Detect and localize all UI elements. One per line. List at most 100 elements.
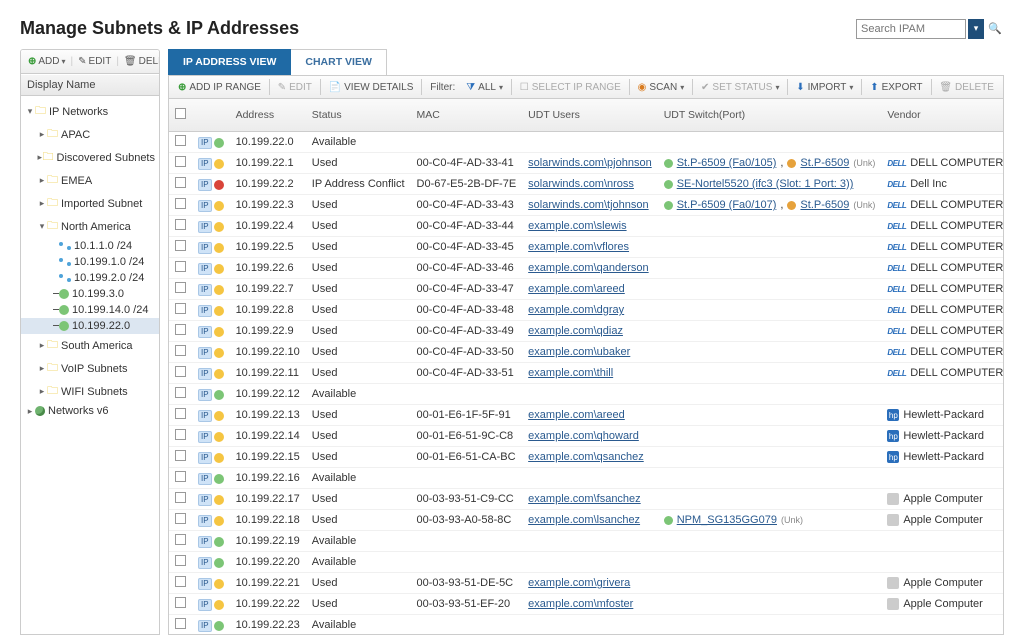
search-dropdown[interactable]: ▾ bbox=[968, 19, 984, 39]
expander-icon[interactable]: ▸ bbox=[37, 363, 47, 374]
row-checkbox[interactable] bbox=[175, 240, 186, 251]
table-row[interactable]: IP10.199.22.17Used00-03-93-51-C9-CCexamp… bbox=[169, 489, 1004, 510]
row-checkbox[interactable] bbox=[175, 492, 186, 503]
table-row[interactable]: IP10.199.22.20AvailableNever bbox=[169, 552, 1004, 573]
row-checkbox[interactable] bbox=[175, 261, 186, 272]
column-header[interactable] bbox=[169, 99, 192, 132]
column-header[interactable]: Vendor bbox=[881, 99, 1004, 132]
expander-icon[interactable]: ▾ bbox=[37, 221, 47, 232]
expander-icon[interactable]: ▸ bbox=[37, 198, 47, 209]
table-row[interactable]: IP10.199.22.16AvailableNever bbox=[169, 468, 1004, 489]
tree-item[interactable]: 10.199.3.0 bbox=[21, 286, 159, 302]
import-button[interactable]: ⬇IMPORT▾ bbox=[791, 82, 858, 93]
expander-icon[interactable]: ▸ bbox=[37, 386, 47, 397]
expander-icon[interactable]: ▸ bbox=[37, 175, 47, 186]
filter-dropdown[interactable]: ⧩ALL▾ bbox=[461, 82, 508, 93]
row-checkbox[interactable] bbox=[175, 282, 186, 293]
column-header[interactable]: UDT Users bbox=[522, 99, 658, 132]
table-row[interactable]: IP10.199.22.3Used00-C0-4F-AD-33-43solarw… bbox=[169, 195, 1004, 216]
tab-ip-address-view[interactable]: IP ADDRESS VIEW bbox=[168, 49, 291, 75]
udt-user-link[interactable]: example.com\dgray bbox=[528, 304, 624, 316]
expander-icon[interactable]: ▸ bbox=[37, 129, 47, 140]
tree-item[interactable]: ▸🗀VoIP Subnets bbox=[21, 357, 159, 380]
sidebar-delete-button[interactable]: 🗑DELET bbox=[121, 56, 160, 67]
tree-item[interactable]: ▸🗀Imported Subnet bbox=[21, 192, 159, 215]
tree-item[interactable]: 10.199.2.0 /24 bbox=[21, 270, 159, 286]
table-row[interactable]: IP10.199.22.11Used00-C0-4F-AD-33-51examp… bbox=[169, 363, 1004, 384]
udt-user-link[interactable]: solarwinds.com\tjohnson bbox=[528, 199, 648, 211]
udt-user-link[interactable]: example.com\grivera bbox=[528, 577, 630, 589]
row-checkbox[interactable] bbox=[175, 198, 186, 209]
udt-user-link[interactable]: example.com\areed bbox=[528, 283, 625, 295]
switch-link[interactable]: NPM_SG135GG079 bbox=[677, 514, 777, 526]
udt-user-link[interactable]: example.com\fsanchez bbox=[528, 493, 641, 505]
tree-item[interactable]: ▸🗀APAC bbox=[21, 123, 159, 146]
tree-item[interactable]: 10.199.14.0 /24 bbox=[21, 302, 159, 318]
switch-link[interactable]: St.P-6509 (Fa0/105) bbox=[677, 157, 777, 169]
udt-user-link[interactable]: example.com\qhoward bbox=[528, 430, 639, 442]
row-checkbox[interactable] bbox=[175, 471, 186, 482]
expander-icon[interactable]: ▸ bbox=[25, 406, 35, 417]
select-all-checkbox[interactable] bbox=[175, 108, 186, 119]
table-row[interactable]: IP10.199.22.14Used00-01-E6-51-9C-C8examp… bbox=[169, 426, 1004, 447]
tree-item[interactable]: ▾🗀North America bbox=[21, 215, 159, 238]
switch-link[interactable]: St.P-6509 (Fa0/107) bbox=[677, 199, 777, 211]
udt-user-link[interactable]: solarwinds.com\nross bbox=[528, 178, 634, 190]
table-row[interactable]: IP10.199.22.18Used00-03-93-A0-58-8Cexamp… bbox=[169, 510, 1004, 531]
udt-user-link[interactable]: example.com\ubaker bbox=[528, 346, 630, 358]
table-row[interactable]: IP10.199.22.12AvailableNever bbox=[169, 384, 1004, 405]
table-row[interactable]: IP10.199.22.4Used00-C0-4F-AD-33-44exampl… bbox=[169, 216, 1004, 237]
row-checkbox[interactable] bbox=[175, 555, 186, 566]
tree-item[interactable]: ▸🗀WIFI Subnets bbox=[21, 380, 159, 403]
tree-item[interactable]: 10.199.1.0 /24 bbox=[21, 254, 159, 270]
row-checkbox[interactable] bbox=[175, 429, 186, 440]
row-checkbox[interactable] bbox=[175, 366, 186, 377]
row-checkbox[interactable] bbox=[175, 534, 186, 545]
table-row[interactable]: IP10.199.22.1Used00-C0-4F-AD-33-41solarw… bbox=[169, 153, 1004, 174]
row-checkbox[interactable] bbox=[175, 156, 186, 167]
udt-user-link[interactable]: example.com\mfoster bbox=[528, 598, 633, 610]
grid-edit-button[interactable]: ✎EDIT bbox=[273, 82, 317, 93]
udt-user-link[interactable]: example.com\qanderson bbox=[528, 262, 648, 274]
row-checkbox[interactable] bbox=[175, 324, 186, 335]
column-header[interactable]: MAC bbox=[411, 99, 523, 132]
row-checkbox[interactable] bbox=[175, 135, 186, 146]
tree-item[interactable]: ▸🗀South America bbox=[21, 334, 159, 357]
table-row[interactable]: IP10.199.22.5Used00-C0-4F-AD-33-45exampl… bbox=[169, 237, 1004, 258]
switch-link[interactable]: St.P-6509 bbox=[800, 157, 849, 169]
select-ip-range-button[interactable]: ☐SELECT IP RANGE bbox=[515, 82, 626, 93]
row-checkbox[interactable] bbox=[175, 219, 186, 230]
add-ip-range-button[interactable]: ⊕ADD IP RANGE bbox=[173, 82, 266, 93]
table-row[interactable]: IP10.199.22.19AvailableNever bbox=[169, 531, 1004, 552]
sidebar-edit-button[interactable]: ✎EDIT bbox=[75, 56, 114, 67]
set-status-button[interactable]: ✔SET STATUS▾ bbox=[696, 82, 784, 93]
view-details-button[interactable]: 📄VIEW DETAILS bbox=[324, 82, 419, 93]
udt-user-link[interactable]: example.com\lsanchez bbox=[528, 514, 640, 526]
row-checkbox[interactable] bbox=[175, 597, 186, 608]
udt-user-link[interactable]: example.com\slewis bbox=[528, 220, 626, 232]
table-row[interactable]: IP10.199.22.9Used00-C0-4F-AD-33-49exampl… bbox=[169, 321, 1004, 342]
sidebar-add-button[interactable]: ⊕ADD▾ bbox=[25, 56, 69, 67]
table-row[interactable]: IP10.199.22.23AvailableNever bbox=[169, 615, 1004, 636]
switch-link[interactable]: St.P-6509 bbox=[800, 199, 849, 211]
tree-item[interactable]: ▾🗀IP Networks bbox=[21, 100, 159, 123]
tree-item[interactable]: 10.1.1.0 /24 bbox=[21, 238, 159, 254]
tab-chart-view[interactable]: CHART VIEW bbox=[291, 49, 387, 75]
row-checkbox[interactable] bbox=[175, 387, 186, 398]
row-checkbox[interactable] bbox=[175, 345, 186, 356]
scan-button[interactable]: ◉SCAN▾ bbox=[633, 82, 690, 93]
grid-delete-button[interactable]: 🗑DELETE bbox=[934, 82, 999, 93]
table-row[interactable]: IP10.199.22.15Used00-01-E6-51-CA-BCexamp… bbox=[169, 447, 1004, 468]
expander-icon[interactable]: ▸ bbox=[37, 340, 47, 351]
row-checkbox[interactable] bbox=[175, 303, 186, 314]
udt-user-link[interactable]: solarwinds.com\pjohnson bbox=[528, 157, 652, 169]
table-row[interactable]: IP10.199.22.13Used00-01-E6-1F-5F-91examp… bbox=[169, 405, 1004, 426]
row-checkbox[interactable] bbox=[175, 450, 186, 461]
table-row[interactable]: IP10.199.22.2IP Address ConflictD0-67-E5… bbox=[169, 174, 1004, 195]
table-row[interactable]: IP10.199.22.0AvailableNever bbox=[169, 132, 1004, 153]
search-input[interactable] bbox=[856, 19, 966, 39]
switch-link[interactable]: SE-Nortel5520 (ifc3 (Slot: 1 Port: 3)) bbox=[677, 178, 854, 190]
udt-user-link[interactable]: example.com\qdiaz bbox=[528, 325, 623, 337]
column-header[interactable]: Address bbox=[230, 99, 306, 132]
table-row[interactable]: IP10.199.22.8Used00-C0-4F-AD-33-48exampl… bbox=[169, 300, 1004, 321]
